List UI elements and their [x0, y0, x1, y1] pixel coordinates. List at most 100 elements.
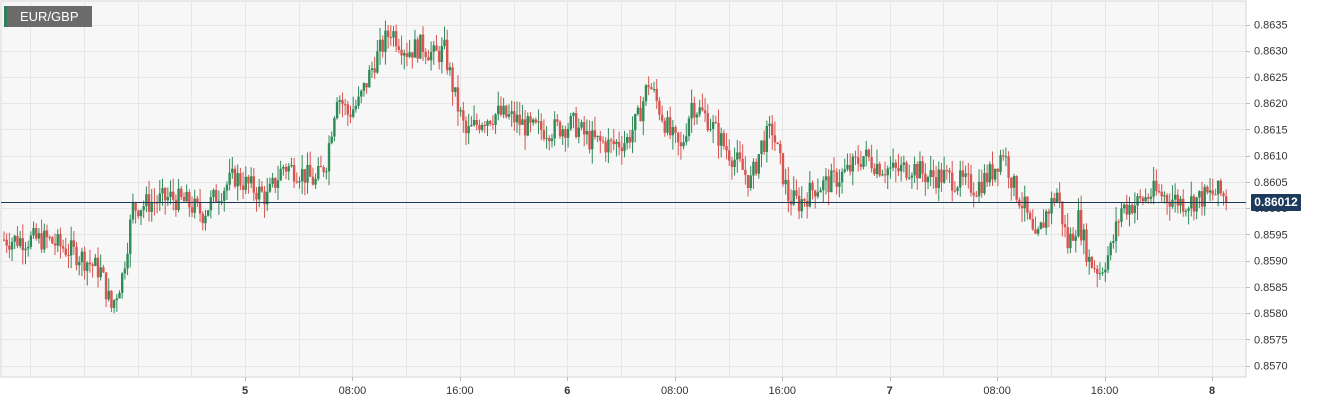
symbol-label[interactable]: EUR/GBP [4, 6, 92, 27]
candle-body [166, 196, 170, 201]
candle-body [268, 183, 272, 192]
candle [1002, 149, 1005, 161]
candle [569, 112, 572, 132]
candle-body [1012, 176, 1016, 188]
candle-body [838, 182, 841, 187]
candle-body [142, 206, 145, 211]
candle-body [870, 157, 873, 169]
candle-body [768, 123, 771, 126]
candle [1085, 223, 1088, 267]
candle [432, 40, 435, 65]
candle-body [1125, 204, 1128, 215]
candle-body [201, 213, 204, 224]
candle-body [771, 123, 774, 136]
candle [338, 95, 341, 114]
candle-body [287, 166, 290, 172]
candle-body [1042, 222, 1045, 228]
candle-body [687, 118, 691, 137]
candle [838, 169, 841, 198]
candle [180, 186, 183, 200]
candle [902, 155, 906, 173]
candle-body [378, 39, 382, 52]
candle [658, 97, 661, 121]
candle [67, 243, 70, 269]
candle-body [1152, 180, 1155, 197]
candle [306, 152, 309, 194]
candle [779, 140, 782, 165]
candle [244, 166, 247, 194]
candle [40, 219, 43, 254]
candle-body [295, 181, 298, 183]
candle-body [478, 124, 481, 130]
candle-body [475, 120, 478, 125]
candle-body [303, 169, 307, 183]
candle [918, 151, 922, 179]
candle-body [333, 118, 336, 137]
candle-body [435, 45, 438, 51]
candle [94, 253, 97, 267]
candle [666, 110, 669, 136]
candle [252, 168, 256, 202]
candle [437, 45, 441, 70]
candle [797, 187, 801, 220]
candle [287, 163, 290, 181]
candle-body [811, 182, 814, 191]
candle-body [964, 173, 967, 177]
candle-body [290, 164, 293, 167]
candle [78, 256, 81, 276]
candle-body [1139, 196, 1142, 198]
candle-body [13, 235, 16, 242]
candle-body [18, 238, 22, 246]
candle-body [37, 233, 41, 239]
candle [478, 119, 481, 134]
candle-body [392, 31, 395, 38]
candle-body [451, 67, 454, 93]
candle [115, 294, 119, 312]
candle [507, 104, 511, 120]
candle [1026, 196, 1029, 220]
candle [682, 134, 685, 150]
candle-body [779, 143, 782, 154]
candle [198, 188, 202, 222]
candle-body [368, 69, 371, 88]
candle-body [569, 116, 572, 129]
candle [513, 101, 516, 131]
candle-body [1066, 227, 1069, 249]
candle [1090, 255, 1094, 269]
candle [435, 35, 438, 51]
candle-body [604, 141, 607, 153]
candle-body [330, 136, 333, 144]
candle [762, 130, 766, 155]
candle [1222, 191, 1225, 206]
candle [840, 168, 844, 194]
candle-body [529, 116, 532, 123]
candle-body [924, 173, 927, 183]
candle [241, 171, 245, 200]
candle-body [1069, 233, 1072, 249]
candle [604, 137, 607, 162]
candle [977, 169, 981, 203]
candle-body [188, 192, 191, 208]
candle-body [1128, 204, 1131, 215]
candle-body [78, 262, 81, 266]
candle-body [94, 257, 97, 266]
candle [999, 149, 1002, 175]
candle-body [827, 176, 830, 193]
candle [311, 167, 315, 186]
candle [881, 169, 884, 177]
candle-body [889, 167, 892, 169]
candle-body [263, 191, 266, 205]
candle [744, 156, 747, 185]
candle-body [859, 164, 863, 167]
candle-body [1168, 201, 1171, 207]
candle [139, 209, 143, 226]
candle [1192, 193, 1196, 221]
candle [542, 119, 546, 142]
candle [889, 156, 892, 179]
candle-body [1004, 156, 1008, 158]
y-tick-label: 0.8590 [1254, 256, 1288, 268]
candle-body [172, 191, 175, 200]
candle-body [961, 170, 965, 177]
candle-body [762, 140, 766, 152]
x-tick-label: 16:00 [446, 385, 474, 397]
